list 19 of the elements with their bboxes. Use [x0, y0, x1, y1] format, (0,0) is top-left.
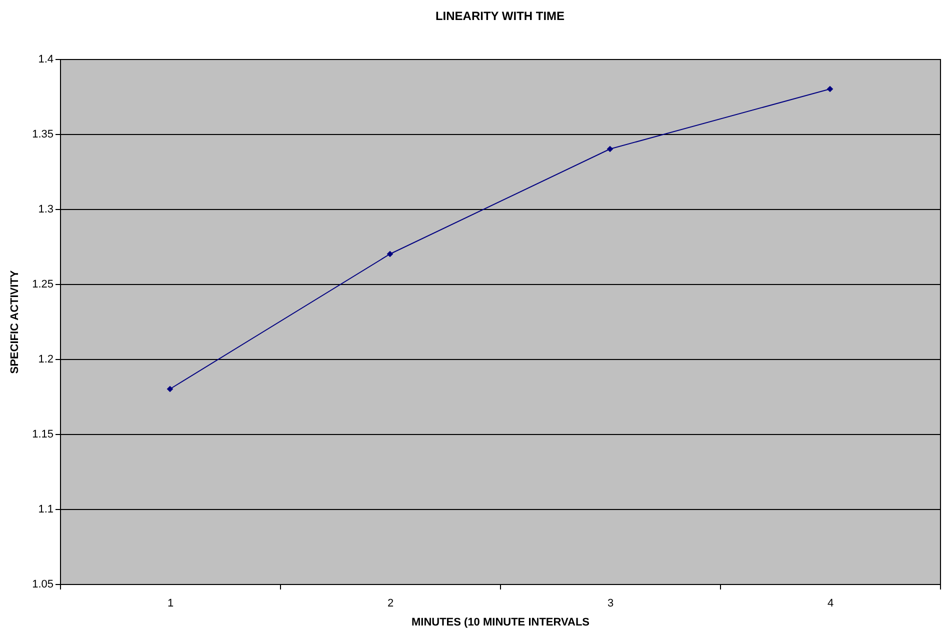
x-tick-label: 2	[387, 598, 394, 610]
chart-title: LINEARITY WITH TIME	[435, 9, 565, 23]
point	[606, 146, 614, 152]
point	[166, 386, 174, 392]
y-tick-label: 1.2	[38, 354, 54, 366]
point	[826, 86, 834, 92]
y-tick-label: 1.15	[32, 428, 54, 440]
y-tick-label: 1.3	[38, 204, 54, 216]
y-tick-label: 1.05	[32, 578, 54, 590]
x-axis-title: MINUTES (10 MINUTE INTERVALS	[411, 616, 590, 628]
x-tick-label: 4	[827, 598, 834, 610]
point	[386, 250, 394, 258]
y-tick-label: 1.4	[38, 54, 54, 66]
y-axis-title: SPECIFIC ACTIVITY	[9, 270, 22, 374]
y-tick-label: 1.35	[32, 128, 54, 140]
y-tick-label: 1.1	[38, 504, 54, 516]
x-tick-label: 3	[607, 598, 614, 610]
y-tick-label: 1.25	[32, 278, 54, 290]
x-tick-label: 1	[167, 598, 174, 610]
